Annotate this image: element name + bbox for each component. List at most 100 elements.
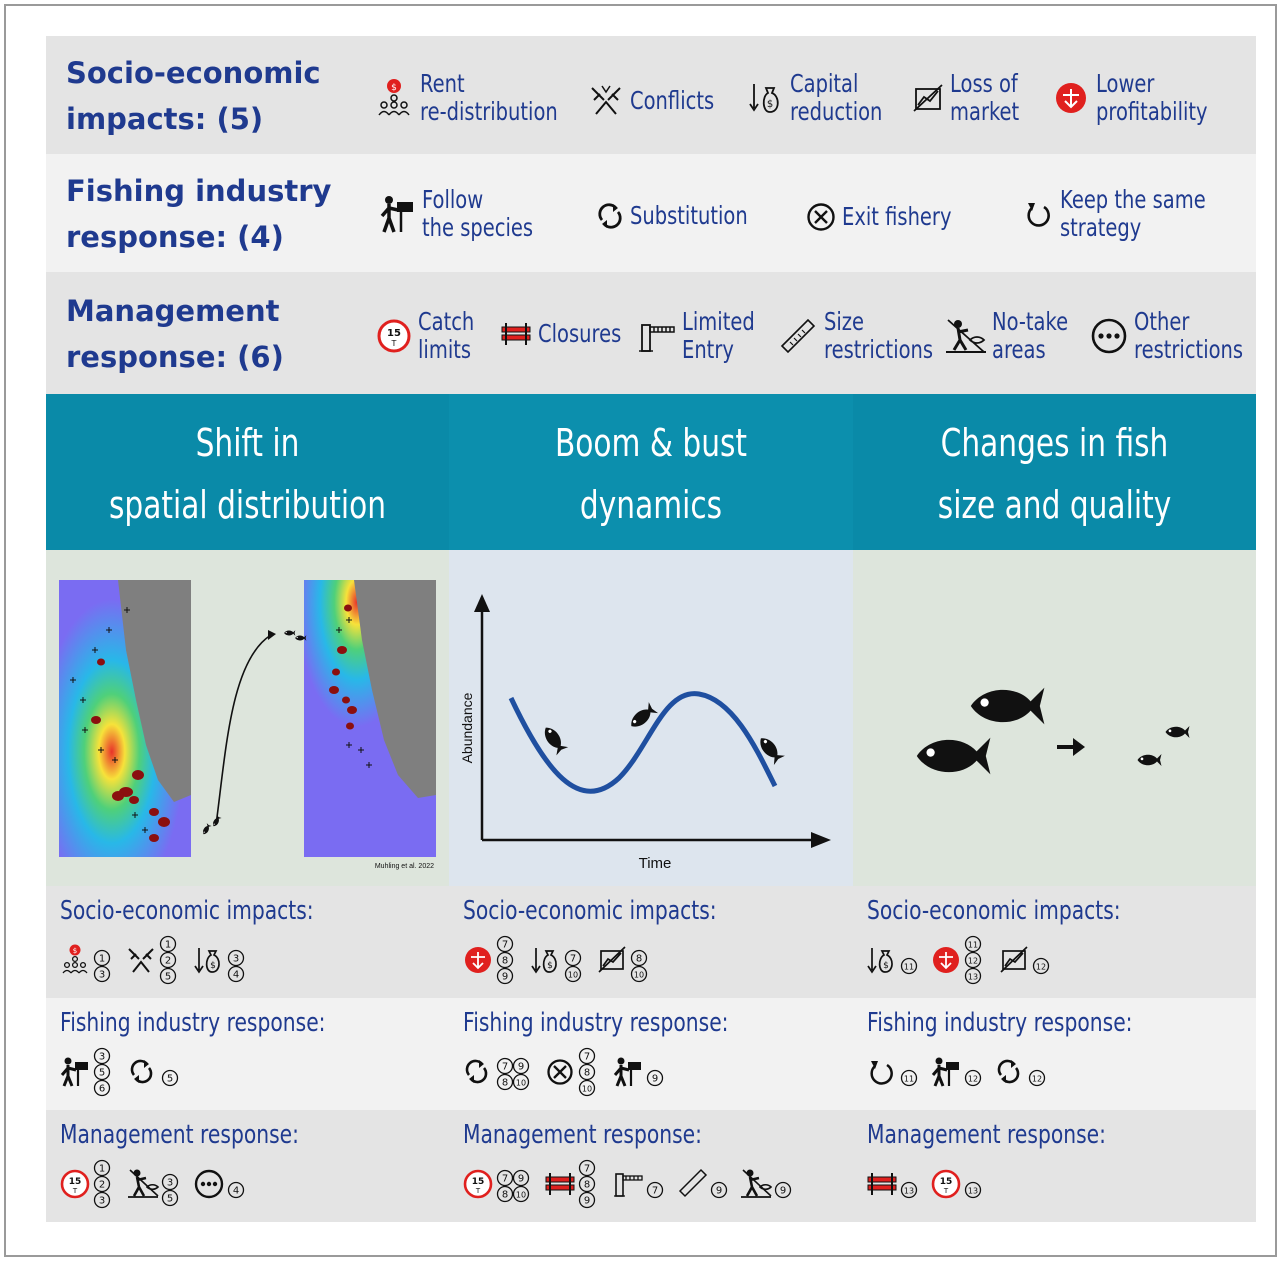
catch-limits-icon: 15 T [377, 319, 411, 353]
reference-number: 12 [964, 951, 982, 969]
svg-text:$: $ [210, 961, 216, 971]
reference-number: 5 [159, 967, 177, 985]
reference-number: 7 [496, 935, 514, 953]
follow-species-icon [60, 1057, 88, 1087]
exit-fishery-item: Exit fishery [806, 202, 972, 232]
reference-number: 13 [964, 967, 982, 985]
abundance-curve [508, 691, 778, 794]
reference-number: 10 [512, 1185, 530, 1203]
figure-frame [4, 4, 1277, 1257]
svg-text:1: 1 [99, 1164, 105, 1175]
capital-reduction-icon: $ [194, 948, 220, 974]
substitution-icon [130, 1059, 153, 1084]
socio-economic-title: Socio-economic impacts: (5) [66, 56, 321, 136]
col3-management-response: Management response: 13 15 T 13 [853, 1110, 1256, 1222]
col3-socio-impacts: Socio-economic impacts: $11 11 12 13 12 [853, 886, 1256, 998]
loss-of-market-icon [598, 946, 626, 973]
svg-text:9: 9 [652, 1074, 658, 1085]
rent-redistribution-icon: $ [62, 944, 88, 974]
management-title: Management response: (6) [66, 294, 284, 374]
conflicts-icon [591, 85, 621, 115]
svg-text:$: $ [73, 947, 77, 955]
figure-credit: Muhling et al. 2022 [375, 863, 434, 870]
follow-species-item: Follow the species [380, 186, 562, 242]
svg-text:$: $ [391, 83, 397, 93]
map-after: Muhling et al. 2022 [304, 580, 436, 870]
col1-management-response: Management response: 15 T 1 2 3 3 5 4 [46, 1110, 449, 1222]
svg-text:$: $ [883, 961, 889, 971]
svg-text:$: $ [767, 99, 773, 110]
reference-number: 1 [93, 949, 111, 967]
svg-text:8: 8 [584, 1180, 590, 1191]
reference-number: 5 [161, 1189, 179, 1207]
svg-text:$: $ [547, 961, 553, 971]
lower-profitability-item: Lower profitability [1054, 70, 1236, 126]
reference-number: 10 [630, 965, 648, 983]
svg-text:8: 8 [636, 954, 642, 965]
svg-text:10: 10 [516, 1191, 526, 1200]
reference-number: 3 [93, 1191, 111, 1209]
svg-text:11: 11 [904, 1075, 914, 1084]
col1-fishing-icons: 3 5 6 5 [60, 1047, 179, 1097]
reference-number: 7 [496, 1057, 514, 1075]
col2-socio-icons: 7 8 9 $7 10 8 10 [465, 935, 648, 985]
reference-number: 8 [630, 949, 648, 967]
svg-text:T: T [475, 1187, 481, 1195]
svg-text:T: T [391, 339, 397, 348]
other-restrictions-icon [1091, 318, 1127, 354]
lower-profitability-icon [933, 947, 959, 973]
col2-socio-impacts: Socio-economic impacts: 7 8 9 $7 10 8 10 [449, 886, 853, 998]
lower-profitability-icon [1056, 83, 1086, 113]
substitution-icon [465, 1059, 488, 1084]
reference-number: 7 [578, 1047, 596, 1065]
reference-number: 2 [159, 951, 177, 969]
svg-text:2: 2 [165, 956, 171, 967]
col3-fishing-icons: 11 12 12 [870, 1057, 1046, 1087]
socio-row-bg [46, 886, 1256, 998]
fish-size-figure [853, 550, 1256, 886]
no-take-areas-icon [741, 1169, 773, 1198]
reference-number: 12 [1028, 1069, 1046, 1087]
limited-entry-icon [614, 1173, 643, 1197]
column-header-fish-size: Changes in fish size and quality [853, 394, 1256, 550]
no-take-areas-item: No-take areas [946, 308, 1082, 364]
svg-text:7: 7 [570, 954, 576, 965]
other-restrictions-icon [194, 1169, 224, 1199]
reference-number: 6 [93, 1079, 111, 1097]
fishing-industry-band: Fishing industry response: (4) Follow th… [46, 154, 1256, 272]
closures-item: Closures [500, 320, 638, 348]
svg-text:4: 4 [233, 1186, 239, 1197]
svg-text:15: 15 [387, 328, 401, 339]
reference-number: 7 [578, 1159, 596, 1177]
reference-number: 8 [496, 1073, 514, 1091]
column-header-boom-bust: Boom & bust dynamics [449, 394, 853, 550]
reference-number: 3 [161, 1173, 179, 1191]
x-axis-label: Time [639, 855, 672, 872]
fish-icon [1165, 726, 1190, 738]
svg-text:3: 3 [99, 1052, 105, 1063]
svg-text:9: 9 [502, 972, 508, 983]
fishing-row-bg [46, 998, 1256, 1110]
svg-text:5: 5 [99, 1068, 105, 1079]
substitution-item: Substitution [596, 202, 760, 230]
spatial-distribution-figure: Muhling et al. 2022 [46, 550, 449, 886]
svg-text:7: 7 [502, 1062, 508, 1073]
reference-number: 7 [564, 949, 582, 967]
svg-text:8: 8 [502, 956, 508, 967]
exit-fishery-icon [807, 203, 835, 231]
fishing-industry-title: Fishing industry response: (4) [66, 174, 332, 254]
closures-icon [545, 1173, 575, 1195]
svg-text:13: 13 [968, 1187, 978, 1196]
no-take-areas-icon [946, 319, 986, 353]
management-row-bg [46, 1110, 1256, 1222]
exit-fishery-icon [547, 1059, 573, 1085]
reference-number: 2 [93, 1175, 111, 1193]
reference-number: 9 [512, 1169, 530, 1187]
reference-number: 13 [900, 1181, 918, 1199]
svg-text:7: 7 [584, 1052, 590, 1063]
svg-text:T: T [72, 1187, 78, 1195]
catch-limits-icon: 15T [463, 1169, 493, 1199]
fish-icon [284, 630, 296, 636]
